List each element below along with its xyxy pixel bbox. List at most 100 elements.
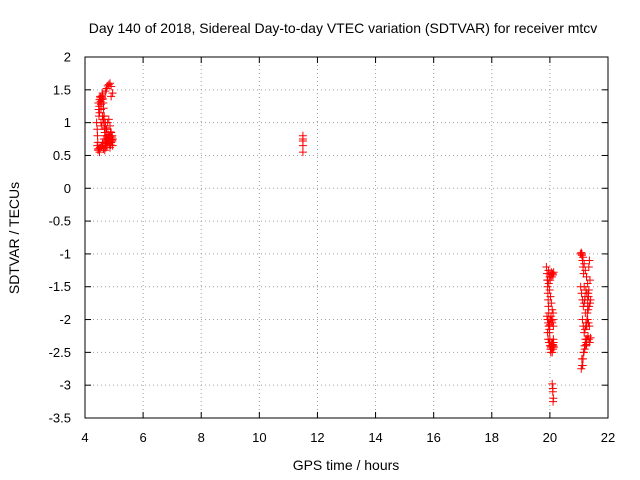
data-point [577, 364, 586, 373]
y-tick-label: -1 [59, 246, 71, 261]
y-axis-label: SDTVAR / TECUs [6, 182, 22, 294]
data-point [105, 133, 114, 142]
data-point [96, 105, 105, 114]
y-tick-label: 1 [64, 115, 71, 130]
data-point [548, 269, 557, 278]
x-axis-label: GPS time / hours [293, 457, 400, 473]
data-point [107, 138, 116, 147]
y-tick-label: -1.5 [49, 279, 71, 294]
data-point [108, 141, 117, 150]
data-point [549, 335, 558, 344]
data-point [581, 325, 590, 334]
data-point [105, 79, 114, 88]
data-point [579, 354, 588, 363]
data-point [583, 279, 592, 288]
data-point [549, 322, 558, 331]
data-point [578, 256, 587, 265]
x-tick-label: 8 [198, 430, 205, 445]
data-point [548, 338, 557, 347]
data-point [546, 292, 555, 301]
y-tick-label: -2.5 [49, 345, 71, 360]
data-point [107, 92, 116, 101]
points-layer [92, 79, 595, 406]
y-tick-label: -3 [59, 378, 71, 393]
data-point [102, 128, 111, 137]
tick-label-layer: 4 6 8 10 12 14 16 18 20 22-3.5-3-2.5-2-1.5-1-0.50… [49, 50, 616, 446]
data-point [582, 272, 591, 281]
data-point [578, 361, 587, 370]
data-point [108, 89, 117, 98]
x-tick-label: 16 [426, 430, 440, 445]
data-point [585, 302, 594, 311]
data-point [583, 308, 592, 317]
x-tick-label: 12 [310, 430, 324, 445]
x-tick-label: 20 [543, 430, 557, 445]
data-point [586, 333, 595, 342]
data-point [581, 341, 590, 350]
data-point [580, 328, 589, 337]
x-tick-label: 18 [485, 430, 499, 445]
x-tick-label: 6 [139, 430, 146, 445]
data-point [545, 286, 554, 295]
data-point [548, 387, 557, 396]
y-tick-label: 2 [64, 50, 71, 65]
grid-layer [85, 57, 608, 418]
x-tick-label: 4 [81, 430, 88, 445]
y-tick-label: 0.5 [53, 148, 71, 163]
data-point [546, 345, 555, 354]
data-point [98, 112, 107, 121]
data-point [543, 328, 552, 337]
y-tick-label: -2 [59, 312, 71, 327]
axes-layer [84, 56, 609, 419]
data-point [582, 289, 591, 298]
data-point [585, 256, 594, 265]
data-point [298, 148, 307, 157]
data-point [579, 348, 588, 357]
data-point [105, 121, 114, 130]
data-point [544, 279, 553, 288]
data-point [580, 259, 589, 268]
data-point [549, 308, 558, 317]
data-point [545, 325, 554, 334]
data-point [101, 123, 110, 132]
y-tick-label: 0 [64, 181, 71, 196]
data-point [549, 397, 558, 406]
data-point [547, 341, 556, 350]
data-point [547, 272, 556, 281]
chart-title: Day 140 of 2018, Sidereal Day-to-day VTE… [89, 20, 598, 36]
data-point [584, 286, 593, 295]
data-point [585, 299, 594, 308]
data-point [101, 143, 110, 152]
x-tick-label: 10 [252, 430, 266, 445]
data-point [577, 249, 586, 258]
y-tick-label: -3.5 [49, 411, 71, 426]
data-point [548, 305, 557, 314]
data-point [97, 121, 106, 130]
y-tick-label: 1.5 [53, 82, 71, 97]
data-point [107, 82, 116, 91]
data-point [584, 318, 593, 327]
data-point [579, 253, 588, 262]
y-tick-label: -0.5 [49, 214, 71, 229]
plot-frame [84, 56, 609, 419]
data-point [104, 115, 113, 124]
data-point [547, 312, 556, 321]
data-point [547, 299, 556, 308]
data-point [585, 338, 594, 347]
data-point [543, 276, 552, 285]
x-tick-label: 14 [368, 430, 382, 445]
data-point [584, 335, 593, 344]
data-point [581, 266, 590, 275]
data-point [576, 282, 585, 291]
data-point [548, 318, 557, 327]
data-point [580, 345, 589, 354]
data-point [549, 268, 558, 277]
data-point [582, 340, 591, 349]
data-point [584, 263, 593, 272]
data-point [585, 322, 594, 331]
data-point [547, 316, 556, 325]
data-point [542, 263, 551, 272]
data-point [99, 118, 108, 127]
x-tick-label: 22 [601, 430, 615, 445]
